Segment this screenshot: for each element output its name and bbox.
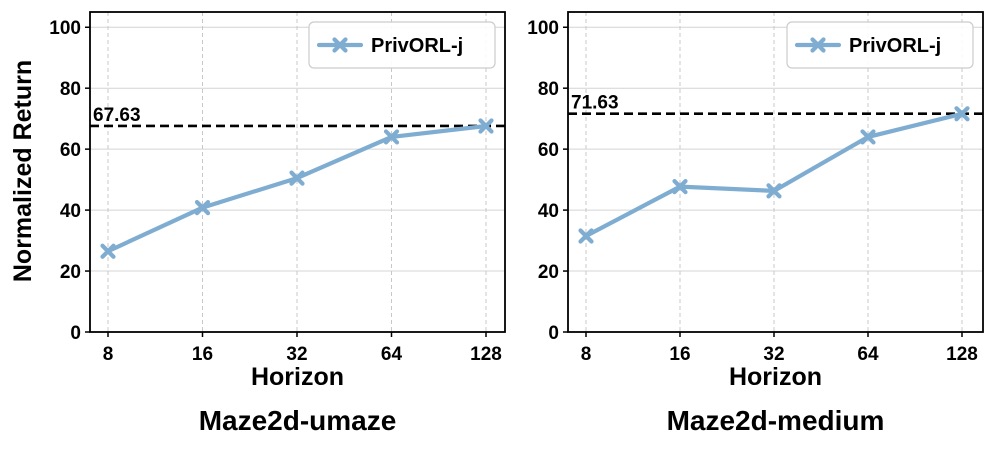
data-point-marker <box>954 106 970 122</box>
data-point-marker <box>383 129 400 145</box>
subplot-title: Maze2d-medium <box>667 405 885 436</box>
axes-frame <box>567 11 984 333</box>
y-tick-label: 60 <box>538 140 559 161</box>
legend-label: PrivORL-j <box>371 35 463 57</box>
x-tick-label: 8 <box>103 344 114 365</box>
y-tick-label: 80 <box>60 79 81 100</box>
data-point-marker <box>289 170 305 186</box>
subplot-title: Maze2d-umaze <box>199 405 397 436</box>
legend-swatch-marker <box>810 37 826 53</box>
y-tick-label: 100 <box>527 18 559 39</box>
y-tick-label: 40 <box>538 201 559 222</box>
data-point-marker <box>766 183 782 199</box>
legend-box <box>786 21 974 69</box>
y-axis-label: Normalized Return <box>9 60 37 282</box>
x-tick-label: 32 <box>286 344 307 365</box>
x-axis-label: Horizon <box>729 363 822 391</box>
x-tick-label: 16 <box>669 344 690 365</box>
x-tick-label: 16 <box>192 344 213 365</box>
data-point-marker <box>860 129 876 145</box>
data-point-marker <box>100 243 116 259</box>
chart-panel-maze2d-medium: 0 20 40 60 80 100 8 16 32 64 128 71.63 PrivORL-j Hori… <box>527 11 984 436</box>
data-point-marker <box>478 118 494 134</box>
y-tick-label: 0 <box>548 323 559 344</box>
y-tick-label: 0 <box>70 323 81 344</box>
y-tick-label: 60 <box>60 140 81 161</box>
data-point-marker <box>672 179 688 195</box>
legend-box <box>308 21 496 69</box>
y-tick-label: 80 <box>538 79 559 100</box>
legend-label: PrivORL-j <box>849 35 941 57</box>
axes-frame <box>89 11 506 333</box>
x-tick-label: 128 <box>946 344 978 365</box>
legend: PrivORL-j <box>308 21 496 69</box>
x-tick-label: 64 <box>857 344 879 365</box>
reference-line-label: 71.63 <box>571 93 619 114</box>
x-tick-label: 32 <box>763 344 784 365</box>
y-tick-label: 100 <box>49 18 81 39</box>
x-tick-label: 8 <box>581 344 592 365</box>
y-tick-label: 20 <box>60 262 81 283</box>
x-tick-label: 64 <box>381 344 403 365</box>
x-axis-label: Horizon <box>251 363 344 391</box>
data-point-marker <box>194 200 211 216</box>
data-point-marker <box>578 228 594 244</box>
x-tick-label: 128 <box>470 344 502 365</box>
chart-panel-maze2d-umaze: 0 20 40 60 80 100 8 16 32 64 128 67.63 PrivORL-j Hori… <box>49 11 506 436</box>
legend: PrivORL-j <box>786 21 974 69</box>
y-tick-label: 20 <box>538 262 559 283</box>
legend-swatch-marker <box>332 37 348 53</box>
reference-line-label: 67.63 <box>93 105 141 126</box>
y-tick-label: 40 <box>60 201 81 222</box>
